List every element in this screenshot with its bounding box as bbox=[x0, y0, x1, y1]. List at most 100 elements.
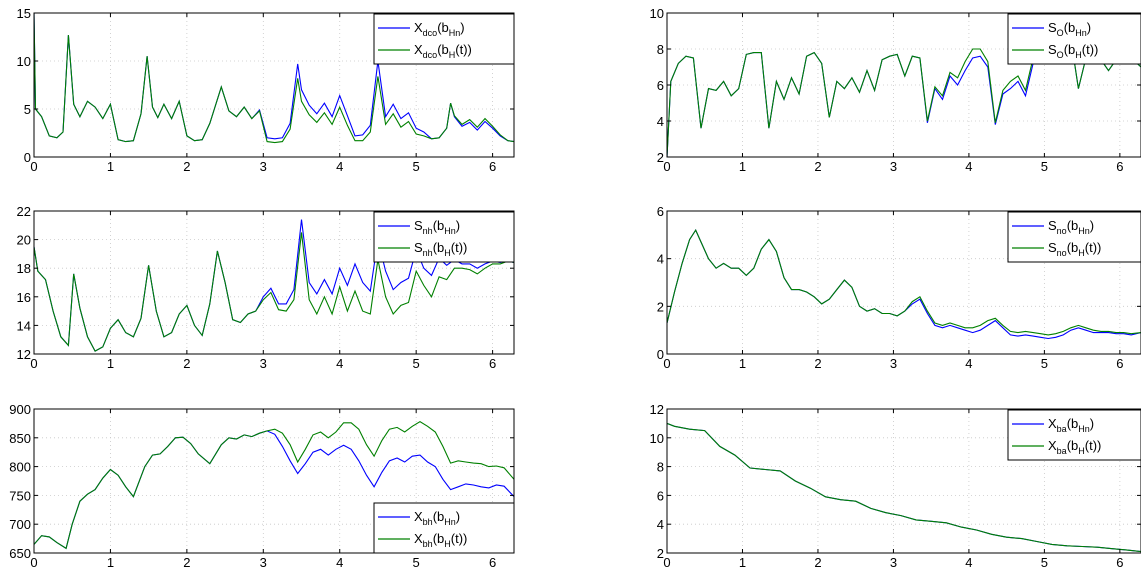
y-tick-label: 16 bbox=[17, 290, 31, 305]
x-tick-label: 1 bbox=[107, 159, 114, 174]
y-tick-label: 12 bbox=[650, 402, 664, 417]
y-tick-label: 8 bbox=[657, 460, 664, 475]
x-tick-label: 2 bbox=[183, 159, 190, 174]
legend-box bbox=[373, 502, 515, 554]
legend-box bbox=[1007, 409, 1141, 461]
legend-box bbox=[373, 13, 515, 65]
y-tick-label: 5 bbox=[24, 102, 31, 117]
x-tick-label: 0 bbox=[663, 159, 670, 174]
y-tick-label: 650 bbox=[9, 546, 31, 561]
legend-label: Xba(bH(t)) bbox=[1048, 438, 1101, 456]
series-line-ht bbox=[34, 421, 514, 550]
y-tick-label: 6 bbox=[657, 204, 664, 219]
x-tick-label: 4 bbox=[965, 555, 972, 570]
legend: Xdco(bHn) Xdco(bH(t)) bbox=[373, 13, 515, 65]
y-tick-label: 800 bbox=[9, 460, 31, 475]
x-tick-label: 5 bbox=[1041, 356, 1048, 371]
x-tick-label: 4 bbox=[336, 555, 343, 570]
x-tick-label: 3 bbox=[260, 356, 267, 371]
x-tick-label: 2 bbox=[183, 356, 190, 371]
legend: Snh(bHn) Snh(bH(t)) bbox=[373, 211, 515, 263]
legend-label: Xbh(bH(t)) bbox=[414, 531, 467, 549]
legend-label: Xba(bHn) bbox=[1048, 416, 1094, 434]
axes-box bbox=[33, 12, 515, 158]
legend-label: Sno(bH(t)) bbox=[1048, 240, 1101, 258]
y-tick-label: 4 bbox=[657, 517, 664, 532]
chart-panel-sno: 0 1 2 3 4 5 6 0 2 4 6 Sno(bHn) Sno(bH(t)) bbox=[657, 204, 1141, 371]
y-tick-label: 0 bbox=[657, 347, 664, 362]
x-tick-label: 0 bbox=[30, 159, 37, 174]
y-tick-label: 10 bbox=[650, 6, 664, 21]
x-tick-label: 4 bbox=[336, 159, 343, 174]
legend: Xba(bHn) Xba(bH(t)) bbox=[1007, 409, 1141, 461]
legend-label: Snh(bHn) bbox=[414, 218, 460, 236]
x-tick-label: 2 bbox=[183, 555, 190, 570]
legend-label: Xdco(bH(t)) bbox=[414, 42, 472, 60]
x-tick-label: 6 bbox=[1116, 555, 1123, 570]
series-line-ht bbox=[34, 232, 514, 352]
x-tick-label: 6 bbox=[1116, 356, 1123, 371]
y-tick-label: 22 bbox=[17, 204, 31, 219]
x-tick-label: 3 bbox=[890, 555, 897, 570]
y-tick-label: 2 bbox=[657, 150, 664, 165]
legend: Sno(bHn) Sno(bH(t)) bbox=[1007, 211, 1141, 263]
x-tick-label: 0 bbox=[663, 555, 670, 570]
axes-box bbox=[33, 408, 515, 554]
y-tick-label: 10 bbox=[650, 431, 664, 446]
x-tick-label: 6 bbox=[489, 356, 496, 371]
y-tick-label: 20 bbox=[17, 233, 31, 248]
y-tick-label: 15 bbox=[17, 6, 31, 21]
series-line-ht bbox=[667, 228, 1141, 336]
legend-box bbox=[373, 211, 515, 263]
x-tick-label: 6 bbox=[489, 159, 496, 174]
y-tick-label: 850 bbox=[9, 431, 31, 446]
y-tick-label: 6 bbox=[657, 78, 664, 93]
y-tick-label: 750 bbox=[9, 488, 31, 503]
y-tick-label: 6 bbox=[657, 488, 664, 503]
x-tick-label: 3 bbox=[890, 159, 897, 174]
x-tick-label: 5 bbox=[1041, 159, 1048, 174]
y-tick-label: 2 bbox=[657, 546, 664, 561]
x-tick-label: 2 bbox=[814, 356, 821, 371]
chart-panel-xbh: 0 1 2 3 4 5 6 650 700 750 800 850 900 Xbh(bHn) Xbh(bH(… bbox=[9, 402, 515, 570]
legend-label: Xdco(bHn) bbox=[414, 20, 465, 38]
x-tick-label: 0 bbox=[30, 356, 37, 371]
x-tick-label: 3 bbox=[260, 159, 267, 174]
x-tick-label: 4 bbox=[965, 159, 972, 174]
legend-label: Xbh(bHn) bbox=[414, 509, 460, 527]
chart-panel-xdco: 0 1 2 3 4 5 6 0 5 10 15 Xdco(bHn) Xdco(bH(t)) bbox=[17, 6, 515, 174]
y-tick-label: 4 bbox=[657, 252, 664, 267]
x-tick-label: 5 bbox=[1041, 555, 1048, 570]
chart-panel-so: 0 1 2 3 4 5 6 2 4 6 8 10 SO(bHn) SO(bH(t)) bbox=[650, 6, 1141, 174]
y-tick-label: 4 bbox=[657, 114, 664, 129]
x-tick-label: 4 bbox=[965, 356, 972, 371]
x-tick-label: 1 bbox=[739, 356, 746, 371]
x-tick-label: 5 bbox=[413, 555, 420, 570]
x-tick-label: 1 bbox=[739, 555, 746, 570]
series-line-ht bbox=[667, 422, 1141, 553]
y-tick-label: 0 bbox=[24, 150, 31, 165]
y-tick-label: 2 bbox=[657, 299, 664, 314]
legend: Xbh(bHn) Xbh(bH(t)) bbox=[373, 502, 515, 554]
x-tick-label: 5 bbox=[413, 356, 420, 371]
y-tick-label: 700 bbox=[9, 517, 31, 532]
x-tick-label: 1 bbox=[739, 159, 746, 174]
x-tick-label: 0 bbox=[663, 356, 670, 371]
x-tick-label: 1 bbox=[107, 356, 114, 371]
y-tick-label: 900 bbox=[9, 402, 31, 417]
x-tick-label: 1 bbox=[107, 555, 114, 570]
x-tick-label: 2 bbox=[814, 555, 821, 570]
y-tick-label: 10 bbox=[17, 54, 31, 69]
x-tick-label: 3 bbox=[260, 555, 267, 570]
x-tick-label: 5 bbox=[413, 159, 420, 174]
y-tick-label: 12 bbox=[17, 347, 31, 362]
x-tick-label: 0 bbox=[30, 555, 37, 570]
legend-label: Snh(bH(t)) bbox=[414, 240, 467, 258]
legend-label: SO(bHn) bbox=[1048, 20, 1091, 38]
x-tick-label: 6 bbox=[489, 555, 496, 570]
legend-label: SO(bH(t)) bbox=[1048, 42, 1098, 60]
x-tick-label: 6 bbox=[1116, 159, 1123, 174]
axes-box bbox=[666, 408, 1141, 554]
